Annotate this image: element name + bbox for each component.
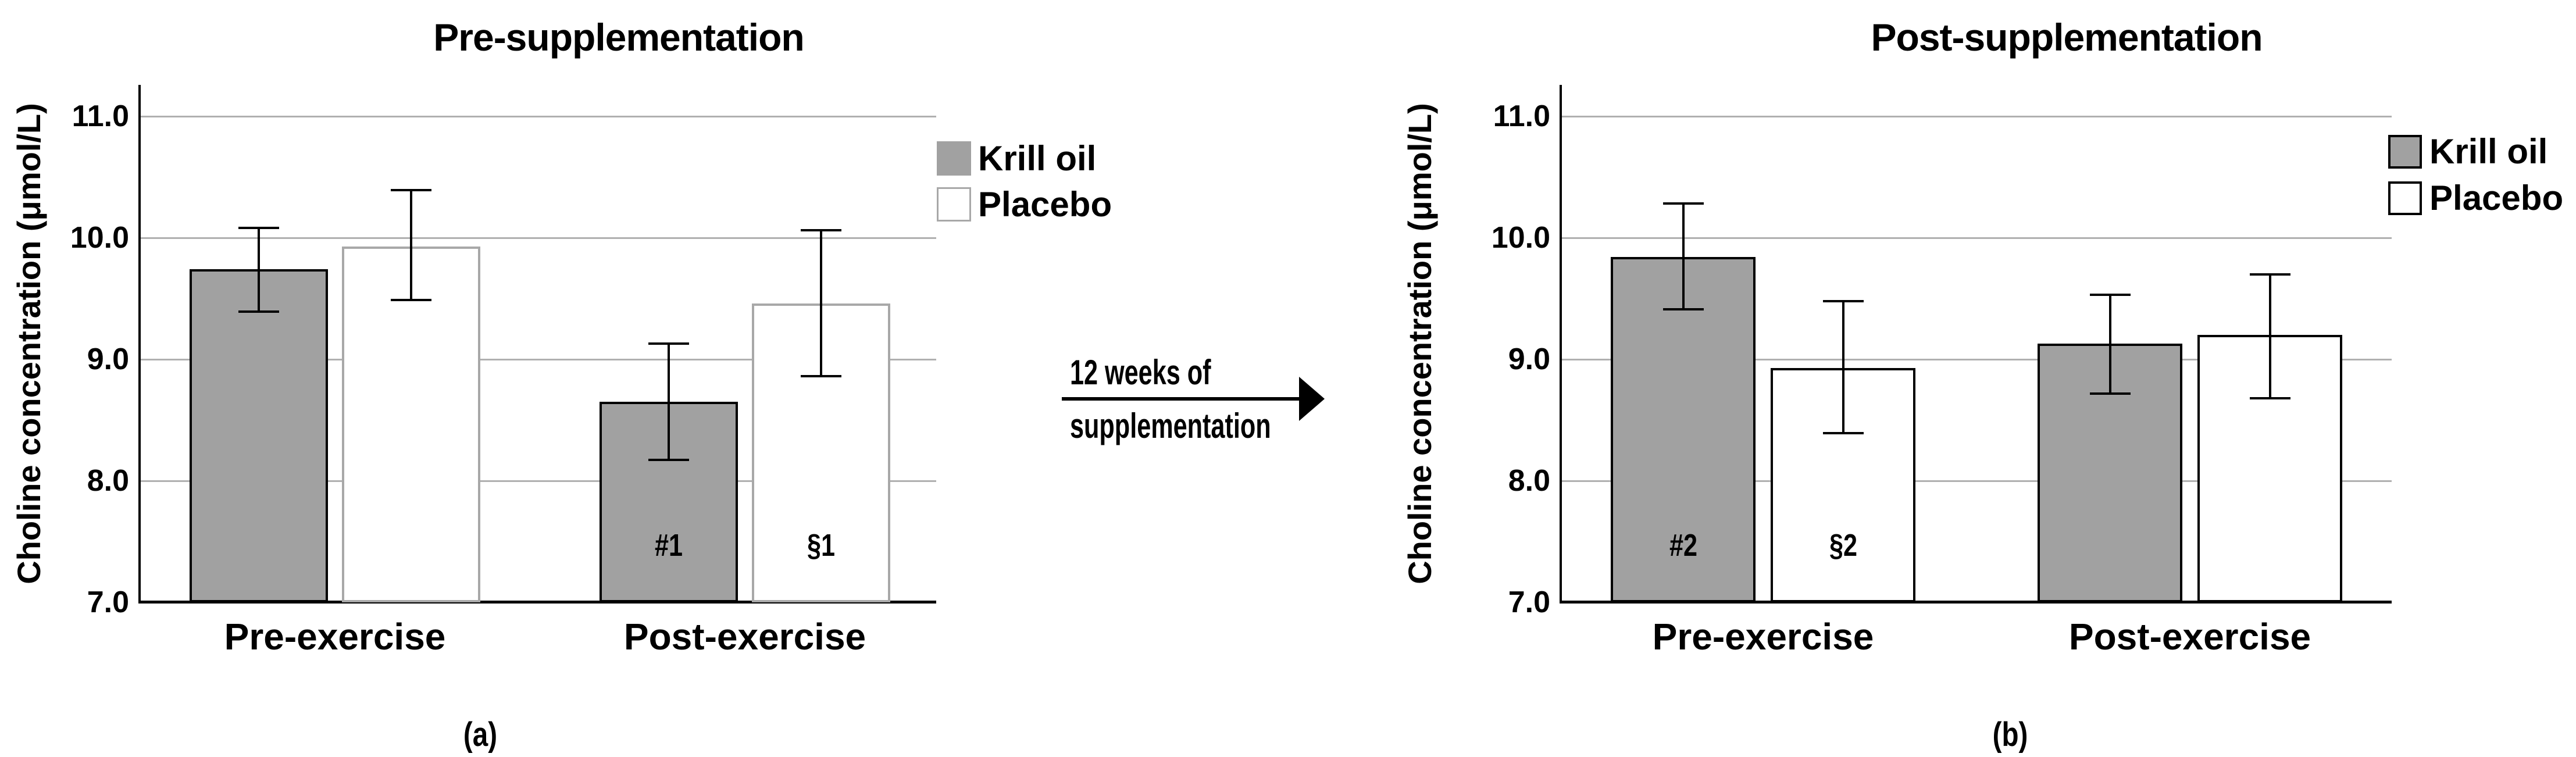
bar-annotation: §2 <box>1829 528 1857 563</box>
arrow-label-bottom: supplementation <box>1070 406 1271 445</box>
bar-krill-oil <box>190 269 328 602</box>
error-bar-cap <box>1822 432 1864 435</box>
legend-swatch-placebo <box>937 187 971 222</box>
x-axis-line <box>1560 601 2392 604</box>
gridline <box>141 359 936 360</box>
arrow-label-top: 12 weeks of <box>1070 353 1211 392</box>
y-tick-label: 10.0 <box>1491 221 1550 255</box>
arrow-line <box>1062 397 1299 401</box>
error-bar-cap <box>648 459 689 462</box>
error-bar <box>1842 301 1844 434</box>
x-category-label: Post-exercise <box>623 616 866 658</box>
y-tick-label: 11.0 <box>72 99 129 133</box>
panel-caption: (a) <box>463 716 498 754</box>
y-axis-line <box>138 85 141 604</box>
gridline <box>141 480 936 482</box>
legend-swatch-krill-oil <box>2388 135 2422 169</box>
error-bar <box>258 228 260 312</box>
y-tick-label: 11.0 <box>1493 99 1550 133</box>
bar-annotation: #1 <box>654 528 683 563</box>
error-bar <box>668 343 670 460</box>
bar-placebo <box>752 303 890 602</box>
error-bar-cap <box>238 310 279 313</box>
legend-label: Placebo <box>978 185 1112 224</box>
error-bar <box>2108 295 2111 394</box>
error-bar-cap <box>2089 392 2131 395</box>
bar-annotation: §1 <box>807 528 836 563</box>
x-category-label: Post-exercise <box>2068 616 2311 658</box>
error-bar-cap <box>648 342 689 345</box>
arrow-head-icon <box>1299 377 1325 421</box>
error-bar-cap <box>238 227 279 230</box>
error-bar-cap <box>801 229 841 232</box>
legend-label: Placebo <box>2429 178 2564 217</box>
error-bar-cap <box>2089 294 2131 297</box>
error-bar-cap <box>801 375 841 378</box>
legend-label: Krill oil <box>2429 132 2548 171</box>
y-tick-label: 10.0 <box>70 221 129 255</box>
legend-swatch-placebo <box>2388 181 2422 215</box>
y-axis-line <box>1560 85 1562 604</box>
error-bar-cap <box>2249 397 2290 399</box>
y-tick-label: 7.0 <box>87 585 129 619</box>
x-category-label: Pre-exercise <box>224 616 446 658</box>
error-bar-cap <box>1662 202 1704 205</box>
error-bar-cap <box>1822 299 1864 302</box>
x-category-label: Pre-exercise <box>1652 616 1874 658</box>
bar-placebo <box>342 246 480 602</box>
error-bar-cap <box>1662 308 1704 311</box>
error-bar <box>1682 203 1685 310</box>
y-tick-label: 7.0 <box>1508 585 1550 619</box>
gridline <box>141 237 936 239</box>
legend-swatch-krill-oil <box>937 141 971 176</box>
chart-title: Post-supplementation <box>1871 16 2263 59</box>
error-bar <box>410 190 412 300</box>
gridline <box>1562 237 2392 239</box>
legend-label: Krill oil <box>978 139 1097 178</box>
error-bar-cap <box>391 189 431 192</box>
gridline <box>141 116 936 117</box>
y-tick-label: 9.0 <box>87 342 129 376</box>
error-bar <box>2268 274 2271 398</box>
gridline <box>1562 359 2392 360</box>
gridline <box>1562 480 2392 482</box>
panel-caption: (b) <box>1992 716 2028 754</box>
y-tick-label: 8.0 <box>1508 464 1550 498</box>
x-axis-line <box>138 601 936 604</box>
error-bar <box>820 230 822 377</box>
bar-annotation: #2 <box>1669 528 1697 563</box>
chart-title: Pre-supplementation <box>433 16 804 59</box>
gridline <box>1562 116 2392 117</box>
error-bar-cap <box>2249 273 2290 276</box>
y-tick-label: 9.0 <box>1508 342 1550 376</box>
error-bar-cap <box>391 298 431 301</box>
y-tick-label: 8.0 <box>87 464 129 498</box>
